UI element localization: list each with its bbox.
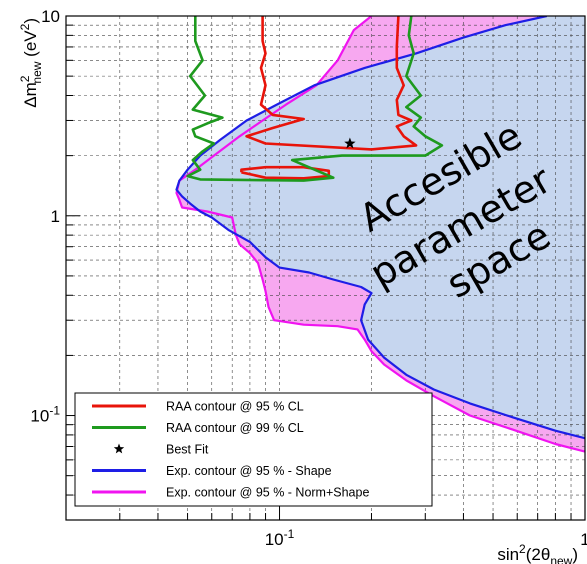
y-tick-label: 10-1 <box>30 404 60 426</box>
y-tick-label: 10 <box>41 7 60 26</box>
x-tick-label: 1 <box>580 530 587 549</box>
region-fill <box>176 16 585 520</box>
plot-frame <box>65 15 586 521</box>
series-line <box>175 16 585 453</box>
y-axis-label: Δm2new (eV2) <box>18 18 44 108</box>
series-contour <box>245 16 418 151</box>
x-tick-label: 10-1 <box>265 527 295 549</box>
y-tick-label: 1 <box>51 207 60 226</box>
tick-label-layer: 10-1 1 10-1 1 10 <box>30 7 587 549</box>
contour-fill-layer <box>176 16 585 520</box>
contour-curve-layer <box>175 16 585 453</box>
legend-label: Exp. contour @ 95 % - Norm+Shape <box>166 486 369 500</box>
series-contour <box>186 16 444 182</box>
x-axis-label: sin2(2θnew) <box>497 542 578 564</box>
best-fit-marker <box>344 137 356 149</box>
series-contour <box>240 165 331 180</box>
legend-label: RAA contour @ 99 % CL <box>166 421 304 435</box>
legend-marker <box>113 443 125 454</box>
best-fit-layer <box>344 137 356 149</box>
legend-label: RAA contour @ 95 % CL <box>166 400 304 414</box>
legend-box <box>74 392 433 507</box>
legend-label: Best Fit <box>166 443 209 457</box>
legend: RAA contour @ 95 % CL RAA contour @ 99 % … <box>74 392 433 507</box>
series-line <box>175 16 585 440</box>
legend-label: Exp. contour @ 95 % - Shape <box>166 464 332 478</box>
